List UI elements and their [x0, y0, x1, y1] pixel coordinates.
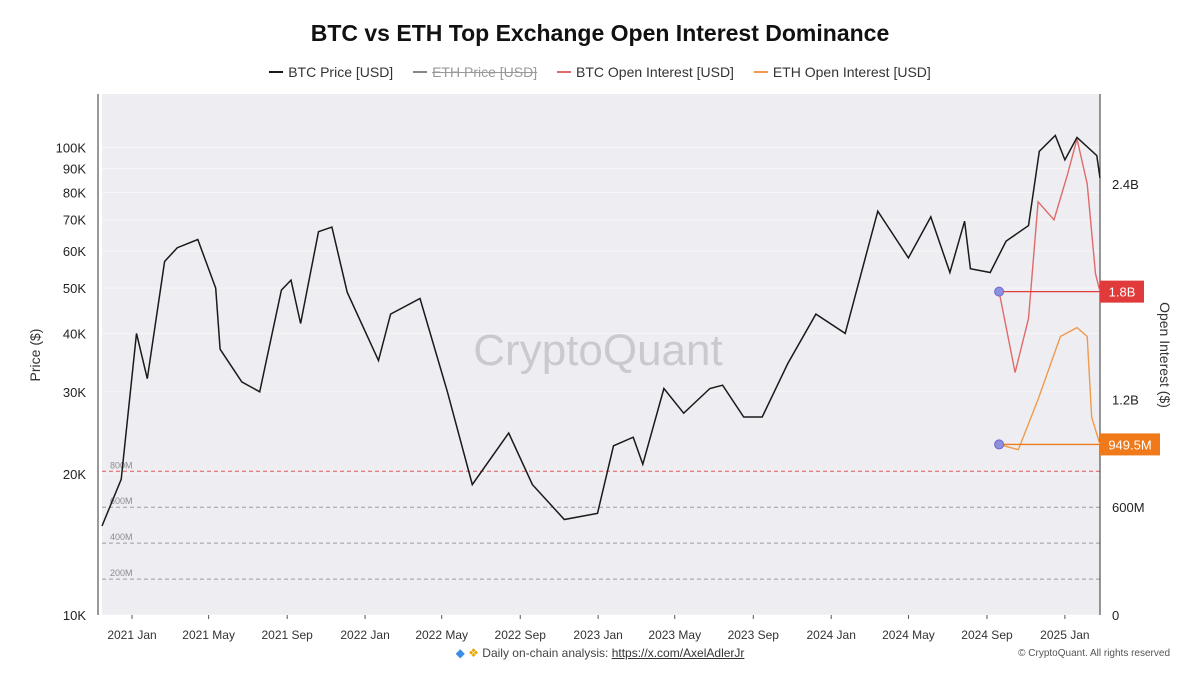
annotation-marker [994, 439, 1005, 450]
y-right-tick-label: 0 [1112, 608, 1119, 623]
threshold-label: 600M [110, 496, 133, 506]
y-axis-right-label: Open Interest ($) [1157, 302, 1173, 408]
threshold-lines: 800M 600M 400M 200M [102, 460, 1100, 580]
raised-hands-icon: ❖ [468, 646, 479, 660]
x-tick-label: 2024 May [882, 628, 935, 642]
eth-open-interest-line [998, 326, 1101, 451]
x-axis-ticks: 2021 Jan 2021 May 2021 Sep 2022 Jan 2022 May… [107, 615, 1090, 642]
x-tick-label: 2023 Sep [728, 628, 780, 642]
diamond-icon: ◆ [455, 646, 465, 660]
x-tick-label: 2024 Jan [806, 628, 855, 642]
x-tick-label: 2022 Sep [495, 628, 547, 642]
threshold-label: 200M [110, 568, 133, 578]
x-tick-label: 2024 Sep [961, 628, 1013, 642]
y-left-tick-label: 40K [63, 326, 86, 341]
legend-swatch-btc-price [269, 71, 284, 73]
legend-label-btc-price: BTC Price [USD] [288, 64, 394, 80]
x-tick-label: 2022 May [415, 628, 468, 642]
footer-note-text: Daily on-chain analysis: [482, 646, 609, 660]
x-tick-label: 2023 May [648, 628, 701, 642]
x-tick-label: 2021 May [182, 628, 235, 642]
y-left-tick-label: 20K [63, 467, 86, 482]
y-right-tick-label: 2.4B [1112, 177, 1139, 192]
footer-note: ◆ ❖ Daily on-chain analysis: https://x.c… [0, 646, 1200, 660]
legend-item-eth-price[interactable]: ETH Price [USD] [413, 64, 537, 80]
y-left-tick-label: 30K [63, 385, 86, 400]
btc-open-interest-line [998, 138, 1101, 373]
x-tick-label: 2025 Jan [1040, 628, 1089, 642]
y-left-tick-label: 70K [63, 213, 86, 228]
threshold-label: 800M [110, 460, 133, 470]
legend-swatch-eth-oi [753, 71, 768, 73]
legend-item-btc-price[interactable]: BTC Price [USD] [269, 64, 393, 80]
legend-swatch-eth-price [413, 71, 428, 73]
annotation-label: 949.5M [1108, 437, 1151, 452]
footer-link[interactable]: https://x.com/AxelAdlerJr [611, 646, 745, 660]
y-left-tick-label: 100K [56, 140, 87, 155]
left-axis-ticks: 100K 90K 80K 70K 60K 50K 40K 30K 20K 10K [56, 94, 1100, 623]
legend-label-eth-price: ETH Price [USD] [432, 64, 538, 80]
legend-swatch-btc-oi [557, 71, 571, 73]
annotations: 1.8B 949.5M [994, 280, 1160, 456]
legend-item-btc-oi[interactable]: BTC Open Interest [USD] [557, 64, 734, 80]
chart-title: BTC vs ETH Top Exchange Open Interest Do… [310, 20, 890, 46]
annotation-label: 1.8B [1109, 285, 1136, 300]
legend-label-eth-oi: ETH Open Interest [USD] [772, 64, 931, 80]
annotation-badge [1100, 433, 1160, 456]
y-axis-left-label: Price ($) [27, 329, 43, 382]
x-tick-label: 2023 Jan [573, 628, 622, 642]
x-tick-label: 2021 Sep [261, 628, 313, 642]
annotation-badge [1100, 280, 1144, 303]
y-left-tick-label: 90K [63, 162, 86, 177]
threshold-label: 400M [110, 532, 133, 542]
copyright: © CryptoQuant. All rights reserved [1018, 648, 1170, 659]
y-left-tick-label: 60K [63, 244, 86, 259]
right-axis-ticks: 2.4B 1.8B 1.2B 600M 0 [1099, 94, 1145, 623]
x-tick-label: 2022 Jan [340, 628, 389, 642]
chart-legend: BTC Price [USD] ETH Price [USD] BTC Open… [0, 60, 1200, 80]
y-right-tick-label: 1.2B [1112, 392, 1139, 407]
btc-price-line [101, 134, 1101, 527]
annotation-marker [994, 286, 1005, 297]
y-left-tick-label: 80K [63, 186, 86, 201]
y-right-tick-label: 600M [1112, 500, 1145, 515]
legend-item-eth-oi[interactable]: ETH Open Interest [USD] [753, 64, 931, 80]
watermark: CryptoQuant [473, 326, 722, 375]
series-group [101, 134, 1101, 527]
y-left-tick-label: 50K [63, 281, 86, 296]
y-left-tick-label: 10K [63, 608, 86, 623]
x-tick-label: 2021 Jan [107, 628, 156, 642]
legend-label-btc-oi: BTC Open Interest [USD] [576, 64, 734, 80]
